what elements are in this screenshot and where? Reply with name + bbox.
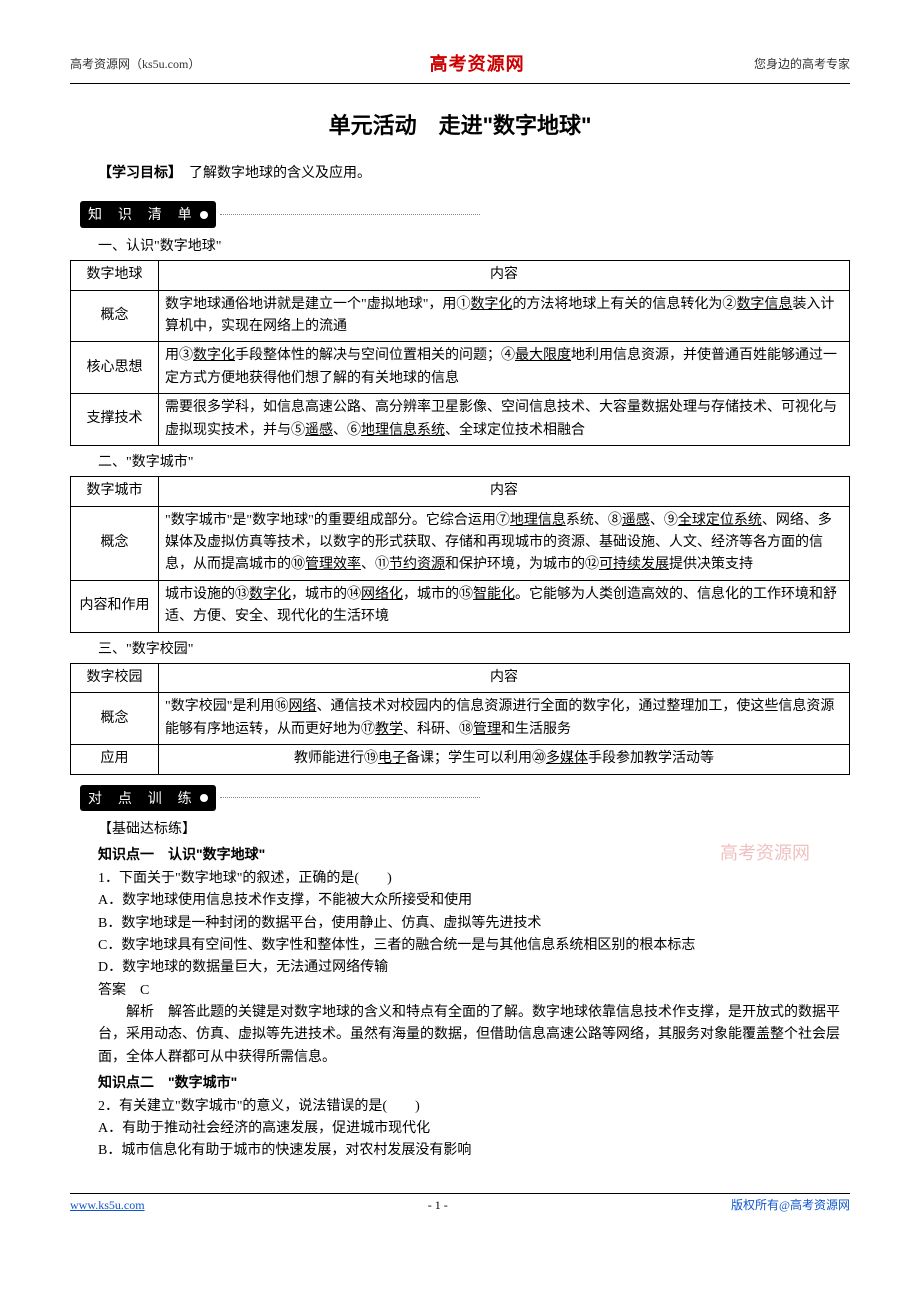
page-title: 单元活动 走进"数字地球" <box>70 108 850 143</box>
t2-head-col1: 数字城市 <box>71 477 159 506</box>
q1-stem: 1．下面关于"数字地球"的叙述，正确的是( ) <box>98 868 850 890</box>
t3-row2-text: 教师能进行⑲电子备课；学生可以利用⑳多媒体手段参加教学活动等 <box>159 745 850 774</box>
page-header: 高考资源网（ks5u.com） 高考资源网 您身边的高考专家 <box>70 50 850 79</box>
kp1-heading: 知识点一 认识"数字地球" <box>98 843 850 865</box>
q1-option-b: B．数字地球是一种封闭的数据平台，使用静止、仿真、虚拟等先进技术 <box>98 913 850 935</box>
t3-row2-label: 应用 <box>71 745 159 774</box>
table-digital-earth: 数字地球 内容 概念 数字地球通俗地讲就是建立一个"虚拟地球"，用①数字化的方法… <box>70 260 850 446</box>
footer-url[interactable]: www.ks5u.com <box>70 1196 145 1215</box>
t1-head-col2: 内容 <box>159 261 850 290</box>
t1-row3-text: 需要很多学科，如信息高速公路、高分辨率卫星影像、空间信息技术、大容量数据处理与存… <box>159 394 850 446</box>
badge1-text: 知 识 清 单 <box>88 203 198 225</box>
section2-heading: 二、"数字城市" <box>98 452 850 474</box>
header-right: 您身边的高考专家 <box>754 55 850 74</box>
t3-row1-label: 概念 <box>71 693 159 745</box>
q1-option-c: C．数字地球具有空间性、数字性和整体性，三者的融合统一是与其他信息系统相区别的根… <box>98 935 850 957</box>
table-digital-campus: 数字校园 内容 概念 "数字校园"是利用⑯网络、通信技术对校园内的信息资源进行全… <box>70 663 850 775</box>
q2-stem: 2．有关建立"数字城市"的意义，说法错误的是( ) <box>98 1096 850 1118</box>
t2-head-col2: 内容 <box>159 477 850 506</box>
t3-row1-text: "数字校园"是利用⑯网络、通信技术对校园内的信息资源进行全面的数字化，通过整理加… <box>159 693 850 745</box>
practice-category: 【基础达标练】 <box>98 819 850 841</box>
practice-badge: 对 点 训 练 <box>80 785 216 811</box>
badge-dot-icon <box>200 211 208 219</box>
badge-dot-icon-2 <box>200 794 208 802</box>
page-footer: www.ks5u.com - 1 - 版权所有@高考资源网 <box>70 1193 850 1215</box>
q1-explanation: 解析 解答此题的关键是对数字地球的含义和特点有全面的了解。数字地球依靠信息技术作… <box>98 1002 840 1069</box>
badge-dotted-line-2 <box>220 797 480 798</box>
learning-goal: 【学习目标】 了解数字地球的含义及应用。 <box>98 163 850 185</box>
q1-option-d: D．数字地球的数据量巨大，无法通过网络传输 <box>98 957 850 979</box>
section3-heading: 三、"数字校园" <box>98 639 850 661</box>
header-left: 高考资源网（ks5u.com） <box>70 55 200 74</box>
t1-row2-label: 核心思想 <box>71 342 159 394</box>
table-digital-city: 数字城市 内容 概念 "数字城市"是"数字地球"的重要组成部分。它综合运用⑦地理… <box>70 476 850 632</box>
kp2-heading: 知识点二 "数字城市" <box>98 1071 850 1093</box>
practice-badge-row: 对 点 训 练 <box>80 785 850 811</box>
q2-option-b: B．城市信息化有助于城市的快速发展，对农村发展没有影响 <box>98 1140 850 1162</box>
t1-row3-label: 支撑技术 <box>71 394 159 446</box>
t1-row1-text: 数字地球通俗地讲就是建立一个"虚拟地球"，用①数字化的方法将地球上有关的信息转化… <box>159 290 850 342</box>
t1-head-col1: 数字地球 <box>71 261 159 290</box>
section1-heading: 一、认识"数字地球" <box>98 236 850 258</box>
t2-row1-label: 概念 <box>71 506 159 580</box>
q1-option-a: A．数字地球使用信息技术作支撑，不能被大众所接受和使用 <box>98 890 850 912</box>
t1-row1-label: 概念 <box>71 290 159 342</box>
q1-answer: 答案 C <box>98 980 850 1002</box>
header-divider <box>70 83 850 84</box>
header-center-brand: 高考资源网 <box>430 50 525 79</box>
t3-head-col1: 数字校园 <box>71 664 159 693</box>
knowledge-list-badge: 知 识 清 单 <box>80 201 216 227</box>
t3-head-col2: 内容 <box>159 664 850 693</box>
t2-row2-text: 城市设施的⑬数字化，城市的⑭网络化，城市的⑮智能化。它能够为人类创造高效的、信息… <box>159 580 850 632</box>
goal-label: 【学习目标】 <box>98 166 175 181</box>
t1-row2-text: 用③数字化手段整体性的解决与空间位置相关的问题；④最大限度地利用信息资源，并使普… <box>159 342 850 394</box>
t2-row2-label: 内容和作用 <box>71 580 159 632</box>
t2-row1-text: "数字城市"是"数字地球"的重要组成部分。它综合运用⑦地理信息系统、⑧遥感、⑨全… <box>159 506 850 580</box>
goal-text: 了解数字地球的含义及应用。 <box>175 166 371 181</box>
badge-dotted-line <box>220 214 480 215</box>
footer-copyright: 版权所有@高考资源网 <box>731 1196 850 1215</box>
footer-page-number: - 1 - <box>428 1196 448 1215</box>
badge2-text: 对 点 训 练 <box>88 787 198 809</box>
knowledge-list-badge-row: 知 识 清 单 <box>80 201 850 227</box>
q2-option-a: A．有助于推动社会经济的高速发展，促进城市现代化 <box>98 1118 850 1140</box>
